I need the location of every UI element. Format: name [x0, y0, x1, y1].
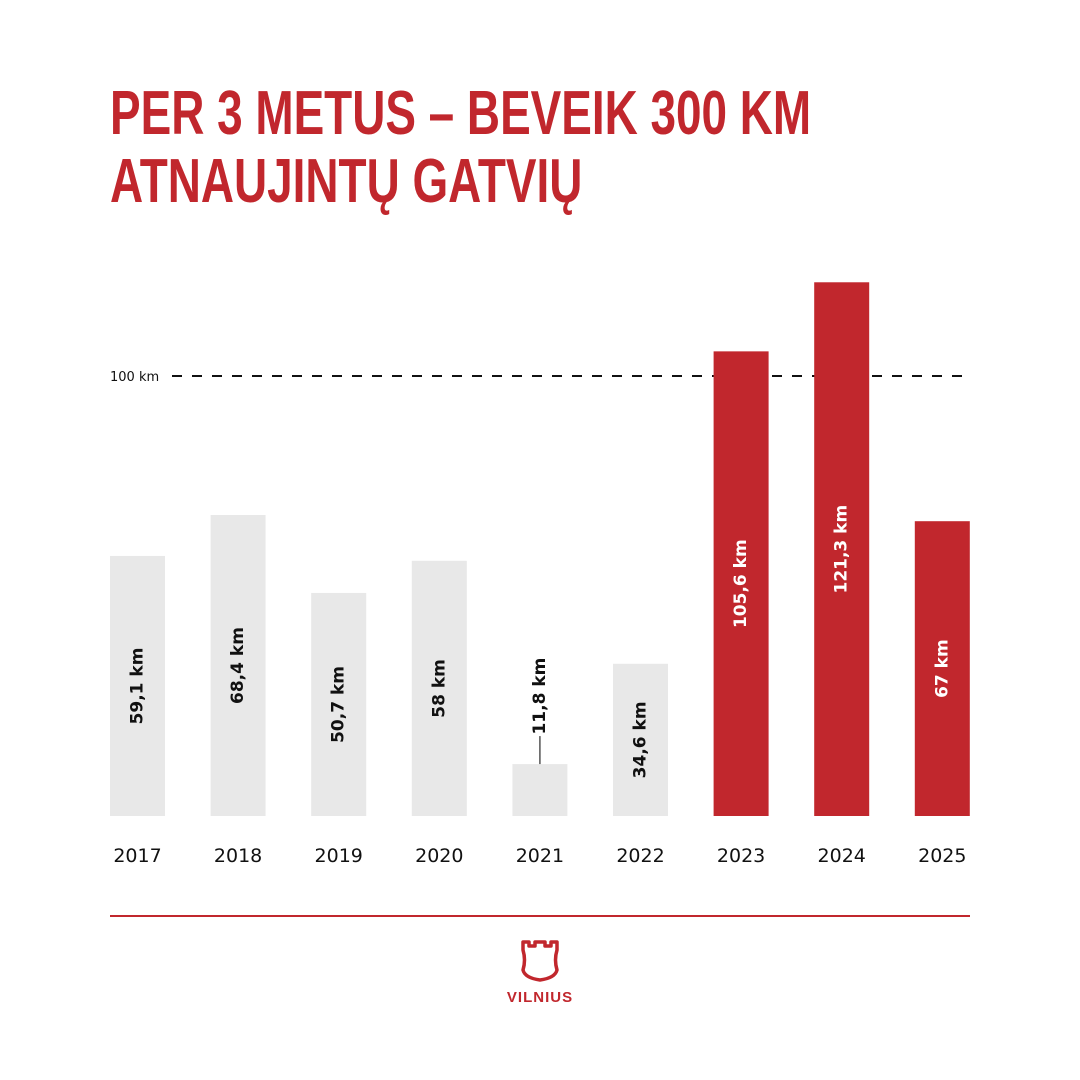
bar-2017: [110, 555, 165, 816]
data-label: 67 km: [932, 639, 952, 698]
x-tick-label: 2023: [717, 845, 765, 867]
divider: [110, 915, 970, 917]
bar-2023: [713, 351, 769, 816]
castle-tower-icon: [521, 940, 559, 982]
bar-2021: [512, 764, 568, 816]
data-label: 11,8 km: [530, 658, 550, 735]
data-label: 68,4 km: [228, 627, 248, 704]
data-label: 34,6 km: [631, 701, 651, 778]
logo-text: VILNIUS: [506, 989, 574, 1006]
x-tick-label: 2017: [113, 845, 161, 867]
bar-chart: 100 km 59,1 km 2017 68,4 km 2018 50,7 km 2019…: [110, 282, 970, 867]
bar-2024: [814, 282, 870, 816]
reference-line-label: 100 km: [110, 370, 159, 385]
x-tick-label: 2025: [918, 845, 966, 867]
title-line-1: PER 3 METUS – BEVEIK 300 KM: [110, 79, 812, 148]
data-label: 105,6 km: [731, 539, 751, 628]
x-tick-label: 2019: [315, 845, 363, 867]
data-label: 50,7 km: [329, 666, 349, 743]
bars: 59,1 km 2017 68,4 km 2018 50,7 km 2019 58 km 20…: [110, 282, 970, 867]
bar-2025: [914, 521, 970, 816]
x-tick-label: 2020: [415, 845, 463, 867]
page-title: PER 3 METUS – BEVEIK 300 KM ATNAUJINTŲ G…: [110, 80, 1058, 216]
x-tick-label: 2024: [818, 845, 866, 867]
vilnius-logo: VILNIUS: [490, 938, 590, 1006]
x-tick-label: 2022: [616, 845, 664, 867]
x-tick-label: 2021: [516, 845, 564, 867]
bar-2020: [411, 560, 467, 816]
data-label: 58 km: [429, 659, 449, 718]
data-label: 121,3 km: [832, 505, 852, 594]
bar-2022: [613, 663, 668, 816]
data-label: 59,1 km: [128, 648, 148, 725]
title-line-2: ATNAUJINTŲ GATVIŲ: [110, 147, 583, 216]
x-tick-label: 2018: [214, 845, 262, 867]
bar-2019: [311, 592, 367, 816]
bar-2018: [210, 515, 266, 816]
